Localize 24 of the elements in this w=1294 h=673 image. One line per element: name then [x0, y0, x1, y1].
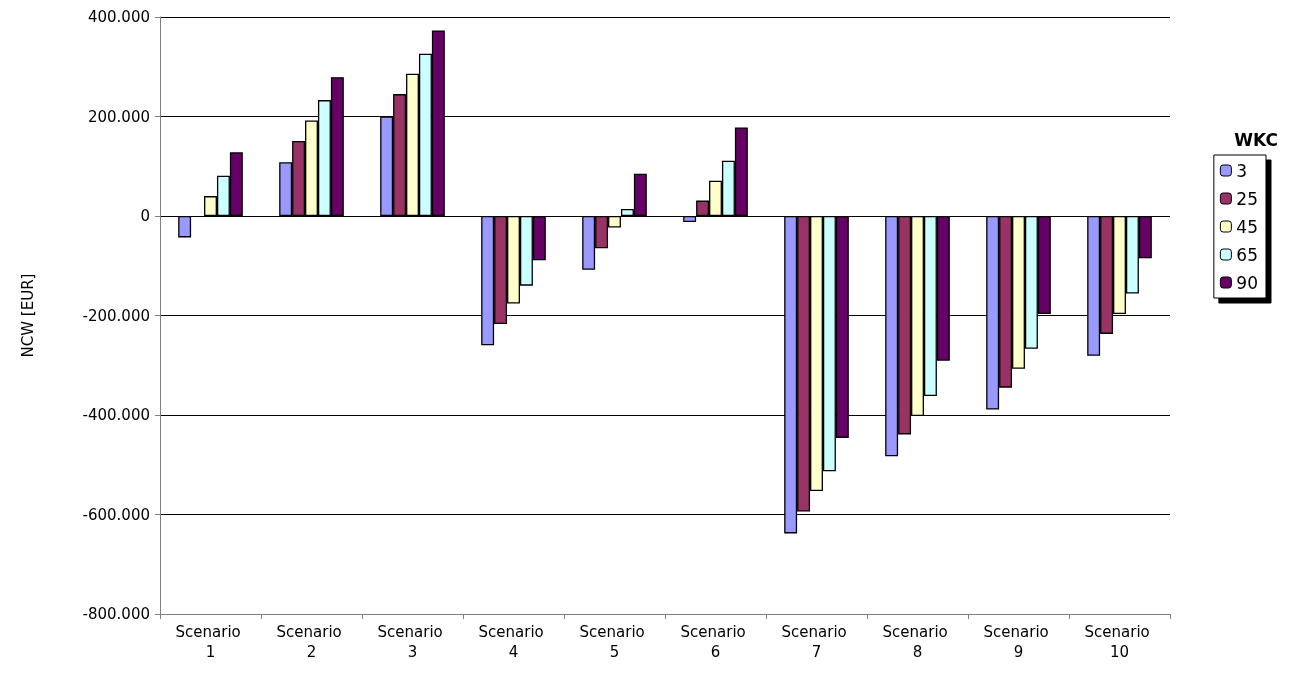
x-tick-label: Scenario 6	[680, 623, 751, 661]
legend-label: 25	[1236, 188, 1259, 209]
y-tick-label: 200.000	[87, 107, 150, 126]
x-tick-label: Scenario 10	[1084, 623, 1155, 661]
legend-label: 3	[1236, 160, 1248, 181]
legend-label: 90	[1236, 272, 1259, 293]
y-tick-label: -800.000	[82, 605, 150, 623]
x-tick-label: Scenario 9	[983, 623, 1054, 661]
x-tick-label: Scenario 8	[882, 623, 953, 661]
x-tick-label: Scenario 2	[276, 623, 347, 661]
x-tick-label: Scenario 4	[478, 623, 549, 661]
x-tick-label: Scenario 3	[377, 623, 448, 661]
y-tick-label: -200.000	[82, 306, 150, 325]
x-tick-label: Scenario 1	[175, 623, 246, 661]
legend-label: 45	[1236, 216, 1259, 237]
y-tick-label: -400.000	[82, 406, 150, 424]
y-tick-label: 400.000	[87, 8, 150, 26]
x-tick-label: Scenario 7	[781, 623, 852, 661]
legend-label: 65	[1236, 244, 1259, 265]
y-tick-label: -600.000	[82, 505, 150, 524]
y-axis-title: NCW [EUR]	[18, 273, 37, 358]
x-tick-label: Scenario 5	[579, 623, 650, 661]
legend-title: WKC	[1234, 129, 1278, 150]
y-tick-label: 0	[140, 207, 150, 225]
